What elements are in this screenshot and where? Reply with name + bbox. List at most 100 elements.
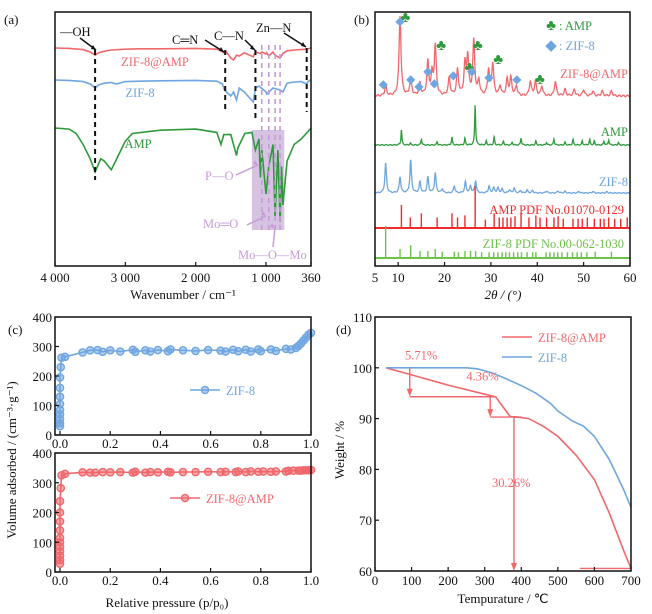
x-tick-label: 20	[438, 270, 451, 285]
y-tick-label: 100	[33, 535, 53, 550]
arrow-head-icon	[91, 45, 96, 50]
x-tick-label: 0.6	[202, 573, 219, 588]
panel-a-label: (a)	[4, 12, 18, 27]
x-tick-label: 2 000	[181, 270, 210, 285]
isotherm-line-zif-8-amp	[59, 469, 312, 564]
y-tick-label: 0	[46, 565, 53, 580]
x-tick-label: 600	[585, 573, 605, 588]
data-point	[233, 346, 243, 356]
x-tick-label: 360	[301, 270, 321, 285]
data-point	[55, 392, 65, 401]
diamond-marker-icon: ◆	[379, 77, 389, 91]
data-point	[78, 468, 87, 477]
x-tick-label: 700	[621, 573, 641, 588]
x-tick-label: 0	[372, 573, 379, 588]
series-label: AMP	[124, 137, 151, 151]
plot-frame-c	[54, 316, 312, 436]
legend-label: ZIF-8	[538, 351, 567, 365]
data-point	[256, 346, 266, 356]
y-tick-label: 100	[353, 361, 373, 376]
data-point	[55, 496, 65, 506]
data-point	[221, 467, 230, 477]
diamond-marker-icon: ◆	[484, 70, 494, 84]
data-point	[78, 348, 87, 357]
y-tick-label: 110	[353, 310, 372, 325]
data-point	[55, 533, 65, 543]
x-tick-label: 0.8	[253, 436, 269, 451]
data-point	[55, 517, 65, 526]
ftir-line-amp	[54, 127, 312, 222]
x-tick-label: 400	[512, 573, 532, 588]
arrow-down-icon	[487, 409, 494, 418]
x-tick-label: 0.4	[152, 573, 169, 588]
series-label: ZIF-8@AMP	[560, 67, 628, 81]
diamond-marker-icon: ◆	[406, 72, 416, 86]
data-point	[131, 467, 140, 477]
x-tick-label: 1 000	[251, 270, 280, 285]
arrow-head-icon	[250, 45, 255, 50]
x-tick-label: 30	[484, 270, 497, 285]
annotation-arrow	[246, 215, 267, 226]
club-marker-icon: ♣	[473, 38, 483, 54]
panel-d-label: (d)	[336, 322, 351, 337]
series-label: ZIF-8	[599, 175, 628, 189]
x-tick-label: 100	[402, 573, 422, 588]
x-tick-label: 200	[438, 573, 458, 588]
x-tick-label: 300	[475, 573, 495, 588]
series-label: AMP PDF No.01070-0129	[489, 203, 624, 217]
x-tick-label: 10	[392, 270, 405, 285]
xrd-line-zif-8	[374, 159, 630, 195]
x-tick-label: 0.8	[253, 573, 269, 588]
x-tick-label: 0.2	[102, 573, 118, 588]
annotation-arrow	[272, 227, 276, 248]
annotation-label: Mo—O—Mo	[238, 248, 307, 262]
annotation-label: Zn—N	[256, 21, 291, 35]
y-tick-label: 200	[33, 506, 53, 521]
y-tick-label: 60	[359, 564, 372, 579]
legend-marker-icon	[180, 493, 190, 503]
data-point	[153, 468, 163, 477]
plot-frame-b	[374, 11, 631, 267]
y-tick-label: 80	[359, 462, 372, 477]
y-axis-title-c: Volume adsorbed / (cm⁻³·g⁻¹)	[4, 381, 19, 538]
legend-label: ZIF-8	[226, 384, 255, 398]
legend-label: ZIF-8@AMP	[206, 492, 274, 506]
club-marker-icon: ♣	[401, 10, 411, 26]
y-tick-label: 300	[33, 476, 53, 491]
legend-label: ZIF-8@AMP	[538, 331, 606, 345]
data-point	[166, 345, 175, 354]
x-tick-label: 5	[372, 270, 379, 285]
diamond-marker-icon: ◆	[449, 68, 459, 82]
arrow-head-icon	[261, 211, 266, 216]
arrow-head-icon	[253, 160, 258, 165]
step-label: 4.36%	[466, 370, 498, 384]
data-point	[56, 362, 66, 372]
data-point	[105, 346, 115, 355]
data-point	[115, 467, 125, 477]
x-tick-label: 0.2	[102, 436, 118, 451]
arrow-down-icon	[510, 563, 517, 571]
arrow-head-icon	[270, 223, 275, 228]
data-point	[90, 468, 100, 477]
y-tick-label: 100	[33, 399, 53, 414]
data-point	[85, 346, 95, 355]
legend-marker-icon	[200, 385, 210, 395]
club-marker-icon: ♣	[493, 52, 503, 68]
y-tick-label: 0	[46, 428, 53, 443]
data-point	[246, 347, 256, 356]
xrd-line-zif-8-amp	[374, 15, 630, 98]
x-tick-label: 0.4	[152, 436, 169, 451]
data-point	[191, 467, 200, 477]
data-point	[178, 467, 188, 477]
plot-frame-a	[54, 11, 312, 267]
plot-frame-d	[374, 316, 632, 572]
legend-label: : ZIF-8	[559, 39, 595, 53]
data-point	[146, 347, 155, 356]
data-point	[271, 467, 281, 476]
annotation-label: C═N	[172, 33, 198, 47]
panel-c-label: (c)	[8, 322, 22, 337]
x-tick-label: 0.0	[52, 573, 68, 588]
panel-c-bet: (c) 0.0 0.2 0.4 0.6 0.8 1.0 0 100 200 300 400 ZIF-8…	[4, 310, 319, 610]
annotation-label: P—O	[205, 169, 233, 183]
